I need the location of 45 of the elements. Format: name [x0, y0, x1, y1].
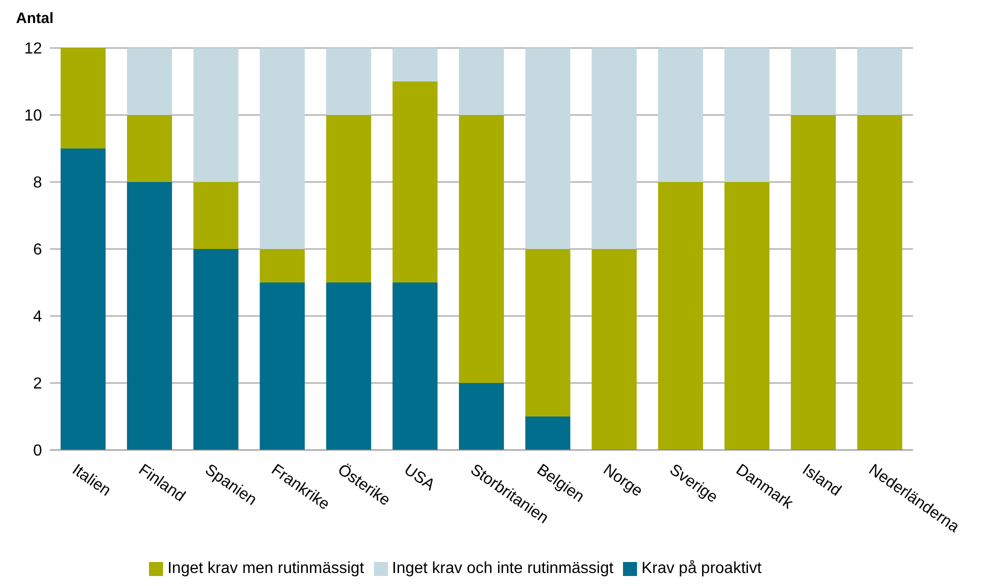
bar [790, 48, 836, 115]
bar [857, 48, 902, 115]
bar [127, 182, 172, 450]
bar [326, 282, 372, 450]
bar [326, 115, 372, 282]
bar [790, 115, 836, 450]
y-tick-label: 2 [33, 376, 42, 393]
y-tick-label: 8 [33, 174, 42, 192]
bar [525, 249, 570, 416]
legend-label: Inget krav och inte rutinmässigt [392, 560, 614, 577]
legend-label: Krav på proaktivt [641, 560, 762, 577]
bar [127, 115, 172, 182]
bar [60, 48, 106, 148]
bar [458, 383, 504, 450]
bar [658, 182, 704, 450]
bar [658, 48, 704, 182]
bar [592, 48, 637, 249]
bar [724, 48, 770, 182]
bar [592, 249, 637, 450]
x-tick-label: USA [400, 461, 438, 494]
bar [724, 182, 770, 450]
bar [326, 48, 372, 115]
y-tick-label: 6 [33, 242, 42, 259]
bar [127, 48, 172, 115]
bar [525, 416, 570, 450]
bar [60, 148, 106, 450]
bar [458, 115, 504, 383]
y-tick-label: 12 [24, 40, 42, 58]
bar [260, 249, 305, 282]
bar [193, 48, 238, 182]
bar [525, 48, 570, 249]
bar [193, 249, 238, 450]
bar [193, 182, 238, 249]
y-axis-title: Antal [16, 10, 54, 27]
bar [392, 48, 438, 82]
bar [392, 282, 438, 450]
y-tick-label: 10 [24, 108, 42, 125]
y-tick-label: 4 [33, 308, 42, 326]
bar [458, 48, 504, 115]
bar [392, 82, 438, 282]
legend-label: Inget krav men rutinmässigt [167, 560, 364, 577]
bar [260, 48, 305, 249]
y-tick-label: 0 [33, 442, 42, 460]
bar [857, 115, 902, 450]
bar [260, 282, 305, 450]
